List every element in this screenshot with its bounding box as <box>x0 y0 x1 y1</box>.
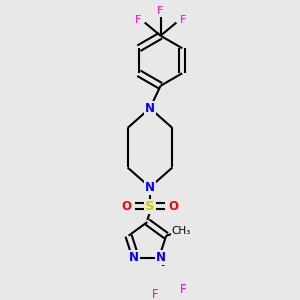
Text: N: N <box>145 102 155 115</box>
Text: CH₃: CH₃ <box>172 226 191 236</box>
Text: F: F <box>158 6 164 16</box>
Text: O: O <box>122 200 132 213</box>
Text: F: F <box>152 288 158 300</box>
Text: F: F <box>180 15 186 25</box>
Text: N: N <box>145 181 155 194</box>
Text: S: S <box>145 200 155 213</box>
Text: N: N <box>156 251 166 264</box>
Text: O: O <box>168 200 178 213</box>
Text: N: N <box>129 251 139 264</box>
Text: F: F <box>180 283 187 296</box>
Text: F: F <box>135 15 141 25</box>
